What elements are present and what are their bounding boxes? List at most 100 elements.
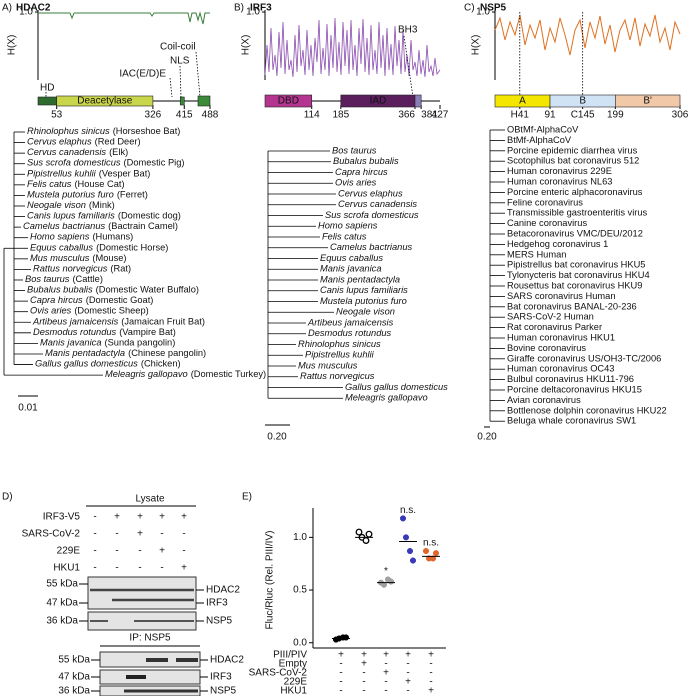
panel-label: C) [464, 3, 475, 14]
condition-sign: - [384, 686, 387, 696]
leaf-label: MERS Human [507, 249, 566, 259]
condition-sign: - [384, 677, 387, 688]
position-label: H41 [511, 110, 530, 121]
target-label: HDAC2 [206, 585, 240, 596]
data-point [365, 530, 373, 538]
condition-sign: - [93, 563, 96, 574]
common-name: (Domestic Pig) [124, 158, 185, 168]
common-name: (Domestic Sheep) [74, 306, 148, 316]
position-label: 114 [304, 110, 320, 121]
marker-label: 55 kDa [46, 579, 78, 590]
condition-sign: - [115, 546, 118, 557]
condition-sign: - [406, 659, 409, 670]
target-label: IRF3 [210, 672, 232, 683]
species: Mus musculus [30, 253, 90, 263]
leaf-label: Avian coronavirus [507, 395, 581, 405]
significance-label: n.s. [400, 505, 416, 516]
leaf-label: Felis catus (House Cat) [27, 179, 125, 189]
leaf-label: Manis pentadactyla [320, 274, 400, 284]
condition-sign: - [339, 668, 342, 679]
position-label: 199 [607, 110, 624, 121]
condition-sign: - [429, 677, 432, 688]
target-label: NSP5 [206, 616, 233, 627]
condition-sign: - [115, 563, 118, 574]
species: Desmodus rotundus [33, 327, 117, 337]
common-name: (Mink) [89, 200, 115, 210]
data-point [342, 634, 350, 641]
leaf-label: Manis javanica [320, 264, 382, 274]
scale-label: 0.20 [477, 432, 497, 443]
leaf-label: Human coronavirus 229E [507, 166, 612, 176]
leaf-label: Ovis aries (Domestic Sheep) [30, 306, 149, 316]
condition-sign: + [159, 512, 165, 523]
blot [99, 669, 201, 685]
species: Felis catus [27, 179, 72, 189]
target-label: NSP5 [210, 686, 237, 696]
position-label: 91 [544, 110, 556, 121]
panel-title: HDAC2 [16, 3, 51, 14]
target-label: HDAC2 [210, 655, 244, 666]
marker-label: 55 kDa [58, 655, 90, 666]
leaf-label: Manis javanica (Sunda pangolin) [40, 338, 175, 348]
common-name: (Horseshoe Bat) [113, 126, 181, 136]
position-label: 366 [398, 110, 415, 121]
common-name: (Domestic Horse) [96, 243, 168, 253]
species: Sus scrofa domesticus [27, 158, 121, 168]
position-label: C145 [571, 110, 595, 121]
leaf-label: Transmissible gastroenteritis virus [507, 208, 648, 218]
species: Cervus canadensis [27, 148, 106, 158]
leaf-label: Canine coronavirus [507, 218, 587, 228]
y-axis-label: H(X) [471, 35, 482, 56]
domain [615, 94, 681, 108]
condition-sign: - [93, 512, 96, 523]
panel-label: E) [242, 492, 252, 503]
leaf-label: Capra hircus [335, 167, 388, 177]
leaf-label: Betacoronavirus VMC/DEU/2012 [507, 228, 643, 238]
leaf-label: Camelus bactrianus [330, 242, 413, 252]
species: Homo sapiens [30, 232, 90, 242]
domain [197, 95, 211, 107]
leaf-label: Hedgehog coronavirus 1 [507, 239, 608, 249]
leaf-label: Bat coronavirus BANAL-20-236 [507, 301, 637, 311]
common-name: (Vesper Bat) [99, 169, 151, 179]
condition-label: HKU1 [53, 563, 80, 574]
panel-label: D) [2, 492, 13, 503]
condition-sign: + [405, 650, 411, 661]
common-name: (Ferret) [117, 190, 148, 200]
data-point [402, 534, 410, 541]
leader [179, 65, 182, 98]
condition-sign: - [362, 686, 365, 696]
leaf-label: Homo sapiens [318, 221, 378, 231]
leaf-label: Rhinolophus sinicus (Horseshoe Bat) [27, 126, 180, 136]
condition-sign: - [339, 686, 342, 696]
condition-sign: + [137, 529, 143, 540]
species: Rhinolophus sinicus [27, 126, 110, 136]
condition-sign: - [138, 563, 141, 574]
species: Gallus gallus domesticus [35, 359, 138, 369]
leaf-label: Cervus elaphus [338, 188, 403, 198]
common-name: (Sunda pangolin) [105, 338, 176, 348]
marker-label: 36 kDa [58, 686, 90, 696]
leaf-label: Manis pentadactyla (Chinese pangolin) [45, 348, 206, 358]
species: Canis lupus familiaris [27, 211, 115, 221]
species: Bubalus bubalis [27, 285, 93, 295]
condition-sign: - [160, 529, 163, 540]
domain-label: B [579, 96, 586, 107]
leaf-label: Human coronavirus OC43 [507, 364, 614, 374]
condition-sign: - [115, 529, 118, 540]
condition-sign: - [160, 563, 163, 574]
leaf-label: Canis lupus familiaris [320, 285, 408, 295]
condition-label: IRF3-V5 [43, 512, 81, 523]
position-label: 185 [332, 110, 349, 121]
domain [37, 96, 57, 106]
leaf-label: Sus scrofa domesticus (Domestic Pig) [27, 158, 185, 168]
panel-title: IRF3 [250, 3, 272, 14]
common-name: (Chinese pangolin) [128, 348, 206, 358]
common-name: (Jamaican Fruit Bat) [121, 317, 205, 327]
y-tick-label: 1.0 [476, 7, 490, 18]
species: Ovis aries [30, 306, 72, 316]
common-name: (Chicken) [141, 359, 181, 369]
condition-sign: - [406, 686, 409, 696]
leaf-label: Bottlenose dolphin coronavirus HKU22 [507, 405, 667, 415]
